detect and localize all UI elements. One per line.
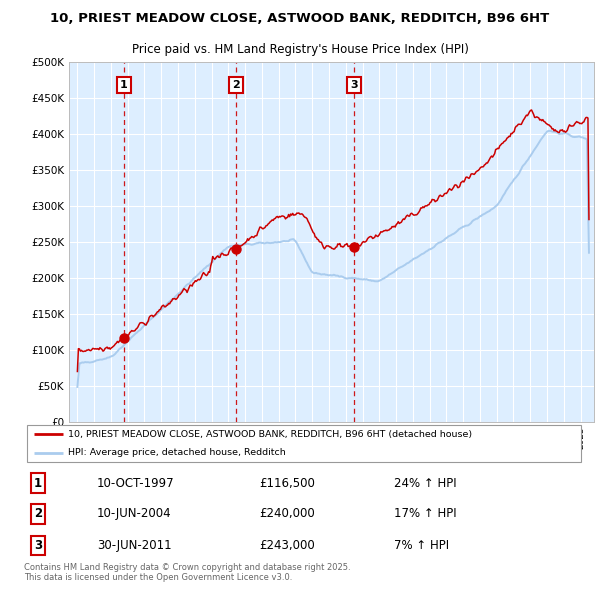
Text: 17% ↑ HPI: 17% ↑ HPI: [394, 507, 457, 520]
Text: 3: 3: [34, 539, 42, 552]
Text: 1: 1: [34, 477, 42, 490]
Text: £240,000: £240,000: [260, 507, 316, 520]
Text: 7% ↑ HPI: 7% ↑ HPI: [394, 539, 449, 552]
Text: 24% ↑ HPI: 24% ↑ HPI: [394, 477, 457, 490]
Text: HPI: Average price, detached house, Redditch: HPI: Average price, detached house, Redd…: [68, 448, 286, 457]
Text: 10-OCT-1997: 10-OCT-1997: [97, 477, 175, 490]
Text: 2: 2: [232, 80, 239, 90]
Text: £243,000: £243,000: [260, 539, 316, 552]
Text: 10-JUN-2004: 10-JUN-2004: [97, 507, 172, 520]
Text: 2: 2: [34, 507, 42, 520]
Text: 1: 1: [120, 80, 128, 90]
FancyBboxPatch shape: [27, 425, 581, 462]
Text: £116,500: £116,500: [260, 477, 316, 490]
Text: 10, PRIEST MEADOW CLOSE, ASTWOOD BANK, REDDITCH, B96 6HT (detached house): 10, PRIEST MEADOW CLOSE, ASTWOOD BANK, R…: [68, 430, 472, 439]
Text: 30-JUN-2011: 30-JUN-2011: [97, 539, 172, 552]
Text: 10, PRIEST MEADOW CLOSE, ASTWOOD BANK, REDDITCH, B96 6HT: 10, PRIEST MEADOW CLOSE, ASTWOOD BANK, R…: [50, 12, 550, 25]
Text: Contains HM Land Registry data © Crown copyright and database right 2025.
This d: Contains HM Land Registry data © Crown c…: [24, 563, 350, 582]
Text: 3: 3: [350, 80, 358, 90]
Text: Price paid vs. HM Land Registry's House Price Index (HPI): Price paid vs. HM Land Registry's House …: [131, 44, 469, 57]
